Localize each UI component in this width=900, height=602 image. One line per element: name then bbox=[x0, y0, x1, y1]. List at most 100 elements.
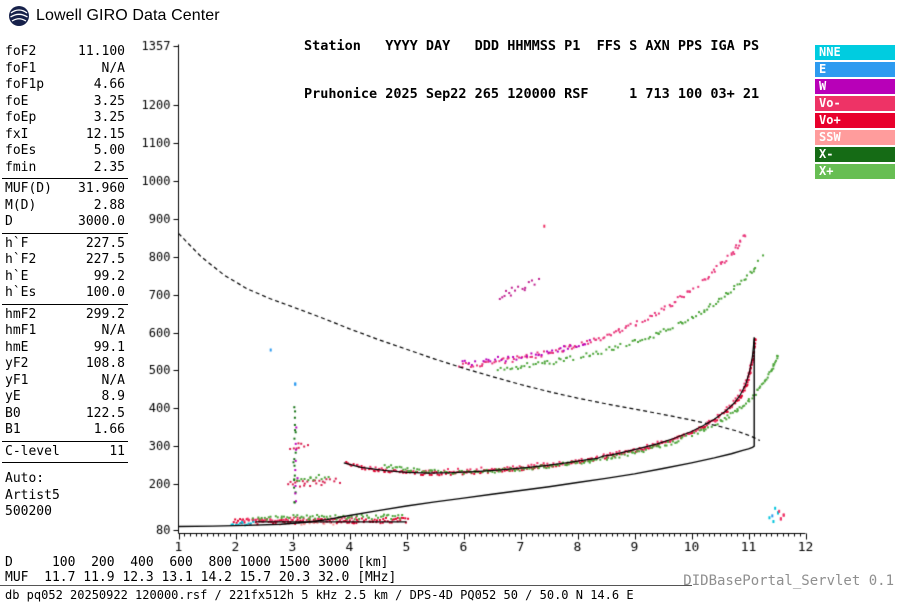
param-value: 8.9 bbox=[101, 389, 125, 404]
param-row-b0: B0 122.5 bbox=[2, 406, 128, 423]
param-label: foF1p bbox=[5, 77, 45, 92]
station-header: Station YYYY DAY DDD HHMMSS P1 FFS S AXN… bbox=[304, 6, 759, 134]
param-row-ye: yE 8.9 bbox=[2, 389, 128, 406]
param-row-hme: hmE 99.1 bbox=[2, 340, 128, 357]
logo-text: Lowell GIRO Data Center bbox=[36, 7, 220, 24]
param-row-fof1p: foF1p 4.66 bbox=[2, 77, 128, 94]
param-row-clevel: C-level 11 bbox=[2, 444, 128, 461]
param-row-hes: h`Es 100.0 bbox=[2, 285, 128, 302]
param-label: h`Es bbox=[5, 285, 37, 300]
param-row-foep: foEp 3.25 bbox=[2, 110, 128, 127]
param-label: C-level bbox=[5, 443, 60, 459]
lowell-giro-logo: Lowell GIRO Data Center bbox=[8, 5, 220, 27]
param-label: B1 bbox=[5, 422, 21, 437]
param-label: D bbox=[5, 214, 13, 229]
param-label: h`F bbox=[5, 235, 29, 251]
param-row-foes: foEs 5.00 bbox=[2, 143, 128, 160]
status-line: db pq052 20250922 120000.rsf / 221fx512h… bbox=[5, 588, 634, 602]
param-value: 2.88 bbox=[93, 197, 125, 213]
param-label: fxI bbox=[5, 126, 29, 142]
param-label: hmF1 bbox=[5, 323, 37, 338]
station-header-line1: Station YYYY DAY DDD HHMMSS P1 FFS S AXN… bbox=[304, 38, 760, 54]
param-value: 99.1 bbox=[93, 339, 125, 355]
legend-item-vo: Vo- bbox=[815, 96, 895, 111]
param-row-b1: B1 1.66 bbox=[2, 422, 128, 439]
legend-item-vo: Vo+ bbox=[815, 113, 895, 128]
param-group: foF2 11.100 foF1 N/A foF1p 4.66 foE 3.25 foEp 3.2… bbox=[2, 44, 128, 179]
param-group: h`F 227.5 h`F2 227.5 h`E 99.2 h`Es 100.0 bbox=[2, 236, 128, 305]
param-label: M(D) bbox=[5, 197, 37, 213]
param-value: N/A bbox=[101, 372, 125, 388]
param-row-mufd: MUF(D) 31.960 bbox=[2, 181, 128, 198]
param-label: foEs bbox=[5, 143, 37, 158]
autoscaling-line: 500200 bbox=[5, 504, 52, 519]
param-label: yF2 bbox=[5, 356, 29, 371]
autoscaling-line: Artist5 bbox=[5, 487, 60, 503]
param-label: foE bbox=[5, 93, 29, 109]
param-row-d: D 3000.0 bbox=[2, 214, 128, 231]
muf-row: MUF 11.7 11.9 12.3 13.1 14.2 15.7 20.3 3… bbox=[5, 570, 397, 585]
param-value: 227.5 bbox=[85, 252, 125, 267]
legend-item-w: W bbox=[815, 79, 895, 94]
param-row-fof2: foF2 11.100 bbox=[2, 44, 128, 61]
legend-item-x: X+ bbox=[815, 164, 895, 179]
param-label: foEp bbox=[5, 110, 37, 125]
param-value: 299.2 bbox=[85, 306, 125, 322]
autoscaling-line: Auto: bbox=[5, 471, 45, 486]
parameter-panel: foF2 11.100 foF1 N/A foF1p 4.66 foE 3.25 foEp 3.2… bbox=[2, 44, 128, 521]
param-row-he: h`E 99.2 bbox=[2, 269, 128, 286]
param-row-hmf1: hmF1 N/A bbox=[2, 323, 128, 340]
param-row-hf: h`F 227.5 bbox=[2, 236, 128, 253]
param-value: 3000.0 bbox=[78, 214, 125, 229]
param-value: 4.66 bbox=[93, 77, 125, 92]
param-value: 108.8 bbox=[85, 356, 125, 371]
param-value: 5.00 bbox=[93, 143, 125, 158]
param-value: N/A bbox=[101, 60, 125, 76]
param-value: 227.5 bbox=[85, 235, 125, 251]
param-label: hmF2 bbox=[5, 306, 37, 322]
param-label: yF1 bbox=[5, 372, 29, 388]
param-label: MUF(D) bbox=[5, 181, 52, 196]
param-row-fxi: fxI 12.15 bbox=[2, 127, 128, 144]
param-row-foe: foE 3.25 bbox=[2, 94, 128, 111]
param-value: 31.960 bbox=[78, 181, 125, 196]
footer-divider bbox=[0, 585, 692, 586]
param-label: foF1 bbox=[5, 60, 37, 76]
param-label: B0 bbox=[5, 405, 21, 421]
giro-globe-icon bbox=[9, 6, 29, 26]
legend-item-ssw: SSW bbox=[815, 130, 895, 145]
param-value: 11 bbox=[109, 443, 125, 459]
param-value: 99.2 bbox=[93, 268, 125, 284]
param-row-fmin: fmin 2.35 bbox=[2, 160, 128, 177]
param-row-yf2: yF2 108.8 bbox=[2, 356, 128, 373]
param-row-yf1: yF1 N/A bbox=[2, 373, 128, 390]
param-group: C-level 11 bbox=[2, 444, 128, 463]
param-group: MUF(D) 31.960 M(D) 2.88 D 3000.0 bbox=[2, 181, 128, 234]
param-value: N/A bbox=[101, 323, 125, 338]
param-label: foF2 bbox=[5, 44, 37, 59]
param-row-fof1: foF1 N/A bbox=[2, 61, 128, 78]
autoscaling-info: Auto: Artist5 500200 bbox=[2, 471, 128, 521]
param-label: hmE bbox=[5, 339, 29, 355]
param-label: h`F2 bbox=[5, 252, 37, 267]
param-label: yE bbox=[5, 389, 21, 404]
param-row-hmf2: hmF2 299.2 bbox=[2, 307, 128, 324]
param-value: 3.25 bbox=[93, 110, 125, 125]
station-header-line2: Pruhonice 2025 Sep22 265 120000 RSF 1 71… bbox=[304, 86, 760, 102]
param-row-md: M(D) 2.88 bbox=[2, 198, 128, 215]
legend-item-nne: NNE bbox=[815, 45, 895, 60]
distance-row: D 100 200 400 600 800 1000 1500 3000 [km… bbox=[5, 555, 389, 570]
servlet-version: DIDBasePortal_Servlet 0.1 bbox=[683, 573, 894, 589]
param-value: 11.100 bbox=[78, 44, 125, 59]
param-value: 3.25 bbox=[93, 93, 125, 109]
legend-item-e: E bbox=[815, 62, 895, 77]
param-group: hmF2 299.2 hmF1 N/A hmE 99.1 yF2 108.8 yF1 N/A yE 8… bbox=[2, 307, 128, 442]
param-label: fmin bbox=[5, 159, 37, 175]
legend-item-x: X- bbox=[815, 147, 895, 162]
param-row-hf2: h`F2 227.5 bbox=[2, 252, 128, 269]
param-value: 12.15 bbox=[85, 126, 125, 142]
param-value: 122.5 bbox=[85, 405, 125, 421]
param-value: 100.0 bbox=[85, 285, 125, 300]
param-value: 1.66 bbox=[93, 422, 125, 437]
